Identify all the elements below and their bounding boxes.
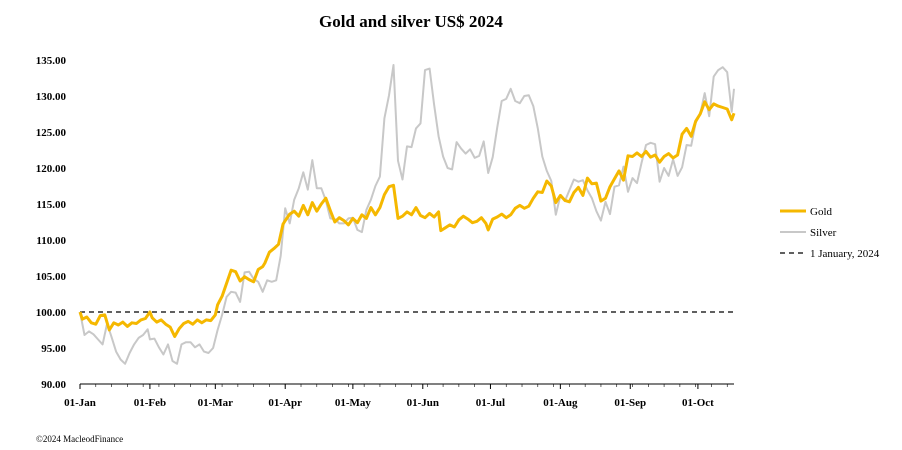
y-tick-label: 100.00 xyxy=(36,307,67,319)
x-tick-label: 01-Sep xyxy=(614,397,646,409)
legend-label-silver: Silver xyxy=(810,227,837,239)
x-axis: 01-Jan 01-Feb 01-Mar 01-Apr 01-May 01-Jun 01-J… xyxy=(64,383,734,409)
y-tick-label: 135.00 xyxy=(36,55,67,67)
legend: Gold Silver 1 January, 2024 xyxy=(780,206,880,260)
x-tick-label: 01-Mar xyxy=(198,397,234,409)
y-tick-label: 95.00 xyxy=(41,343,66,355)
y-tick-label: 110.00 xyxy=(36,235,66,247)
y-tick-label: 115.00 xyxy=(36,199,66,211)
x-tick-label: 01-Jul xyxy=(476,397,505,409)
y-tick-label: 90.00 xyxy=(41,379,66,391)
x-tick-label: 01-Feb xyxy=(134,397,166,409)
series-line-silver xyxy=(79,64,735,365)
x-tick-label: 01-Jan xyxy=(64,397,96,409)
copyright-text: ©2024 MacleodFinance xyxy=(36,434,123,444)
y-tick-label: 120.00 xyxy=(36,163,67,175)
series-line-gold xyxy=(78,100,736,338)
y-tick-label: 125.00 xyxy=(36,127,67,139)
series-layer xyxy=(78,64,736,365)
x-tick-label: 01-Aug xyxy=(543,397,578,409)
legend-label-1-january-2024: 1 January, 2024 xyxy=(810,248,880,260)
x-tick-label: 01-May xyxy=(335,397,372,409)
x-tick-label: 01-Oct xyxy=(682,397,714,409)
x-tick-label: 01-Apr xyxy=(268,397,302,409)
chart-title: Gold and silver US$ 2024 xyxy=(319,12,503,31)
x-tick-label: 01-Jun xyxy=(407,397,439,409)
y-tick-label: 105.00 xyxy=(36,271,67,283)
legend-label-gold: Gold xyxy=(810,206,833,218)
y-tick-label: 130.00 xyxy=(36,91,67,103)
y-axis: 90.00 95.00 100.00 105.00 110.00 115.00 120.00… xyxy=(36,55,67,391)
